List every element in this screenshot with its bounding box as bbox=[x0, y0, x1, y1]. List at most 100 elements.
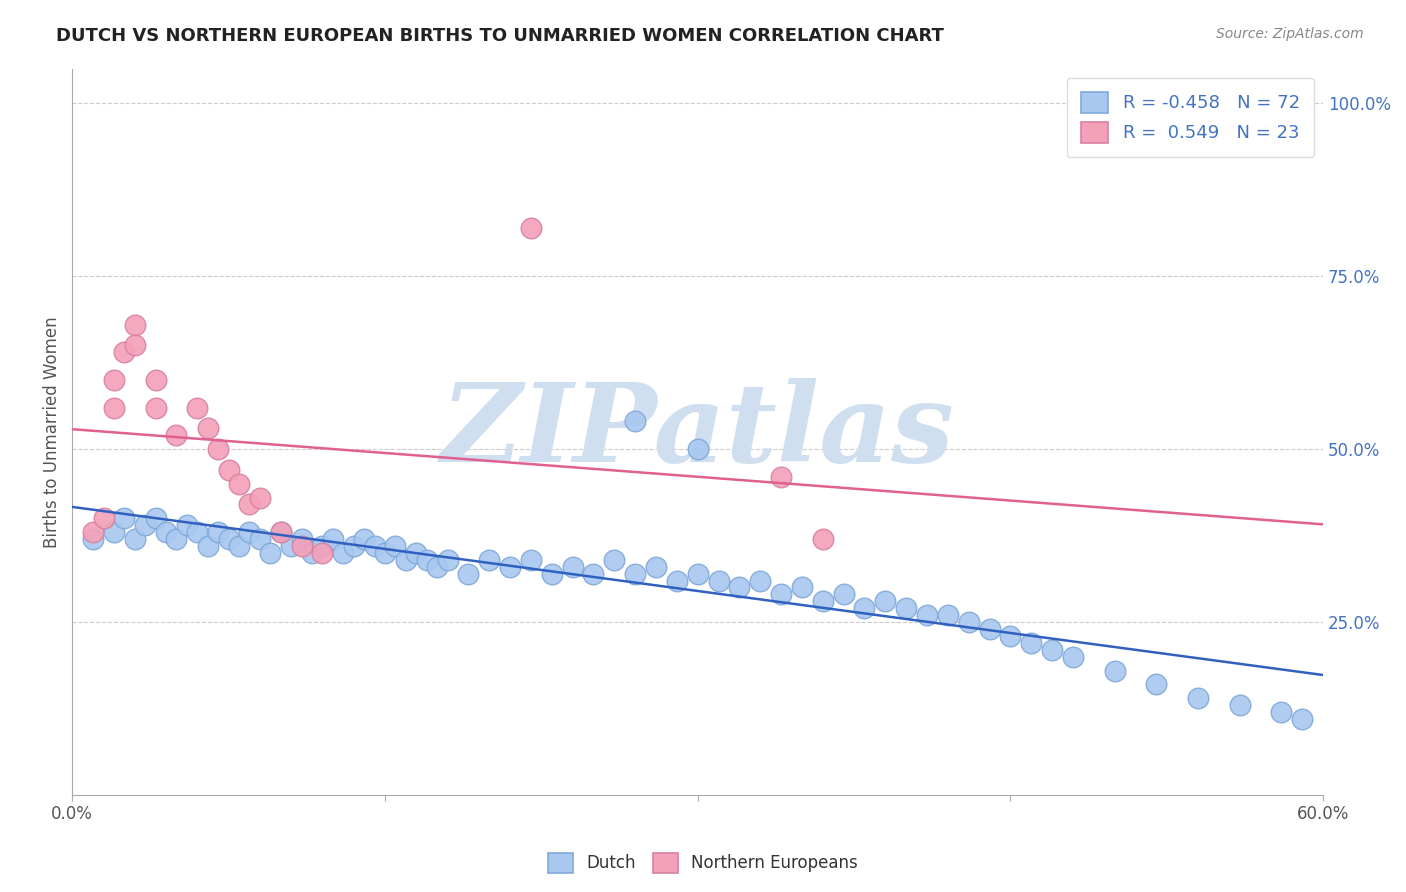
Point bbox=[145, 401, 167, 415]
Point bbox=[520, 553, 543, 567]
Point bbox=[1040, 642, 1063, 657]
Point bbox=[93, 511, 115, 525]
Point bbox=[228, 476, 250, 491]
Point bbox=[811, 532, 834, 546]
Point bbox=[218, 532, 240, 546]
Point bbox=[270, 525, 292, 540]
Point bbox=[457, 566, 479, 581]
Point bbox=[343, 539, 366, 553]
Point bbox=[749, 574, 772, 588]
Text: ZIPatlas: ZIPatlas bbox=[440, 378, 955, 485]
Point bbox=[811, 594, 834, 608]
Point bbox=[290, 539, 312, 553]
Point bbox=[770, 469, 793, 483]
Point bbox=[322, 532, 344, 546]
Point bbox=[259, 546, 281, 560]
Point bbox=[145, 373, 167, 387]
Point bbox=[332, 546, 354, 560]
Point bbox=[478, 553, 501, 567]
Point bbox=[686, 442, 709, 456]
Point bbox=[415, 553, 437, 567]
Point bbox=[124, 338, 146, 352]
Point bbox=[186, 525, 208, 540]
Point bbox=[853, 601, 876, 615]
Point bbox=[155, 525, 177, 540]
Point bbox=[728, 581, 751, 595]
Point bbox=[499, 559, 522, 574]
Point bbox=[436, 553, 458, 567]
Point bbox=[197, 539, 219, 553]
Point bbox=[103, 373, 125, 387]
Point bbox=[707, 574, 730, 588]
Point bbox=[979, 622, 1001, 636]
Point bbox=[103, 401, 125, 415]
Point bbox=[395, 553, 418, 567]
Point bbox=[875, 594, 897, 608]
Point bbox=[832, 587, 855, 601]
Point bbox=[280, 539, 302, 553]
Point bbox=[363, 539, 385, 553]
Point bbox=[311, 546, 333, 560]
Point bbox=[1291, 712, 1313, 726]
Point bbox=[686, 566, 709, 581]
Point bbox=[112, 345, 135, 359]
Point bbox=[228, 539, 250, 553]
Point bbox=[384, 539, 406, 553]
Point bbox=[936, 608, 959, 623]
Point bbox=[311, 539, 333, 553]
Point bbox=[790, 581, 813, 595]
Legend: Dutch, Northern Europeans: Dutch, Northern Europeans bbox=[541, 847, 865, 880]
Point bbox=[207, 525, 229, 540]
Point bbox=[603, 553, 626, 567]
Point bbox=[957, 615, 980, 629]
Point bbox=[290, 532, 312, 546]
Point bbox=[915, 608, 938, 623]
Point bbox=[124, 318, 146, 332]
Point bbox=[82, 532, 104, 546]
Point bbox=[624, 566, 647, 581]
Point bbox=[896, 601, 918, 615]
Point bbox=[561, 559, 583, 574]
Point bbox=[1019, 636, 1042, 650]
Point bbox=[301, 546, 323, 560]
Point bbox=[540, 566, 562, 581]
Point bbox=[238, 525, 260, 540]
Point bbox=[207, 442, 229, 456]
Text: Source: ZipAtlas.com: Source: ZipAtlas.com bbox=[1216, 27, 1364, 41]
Point bbox=[770, 587, 793, 601]
Point bbox=[218, 463, 240, 477]
Point bbox=[186, 401, 208, 415]
Point bbox=[1062, 649, 1084, 664]
Point bbox=[145, 511, 167, 525]
Point bbox=[112, 511, 135, 525]
Point bbox=[374, 546, 396, 560]
Point bbox=[166, 428, 188, 442]
Point bbox=[353, 532, 375, 546]
Point bbox=[124, 532, 146, 546]
Legend: R = -0.458   N = 72, R =  0.549   N = 23: R = -0.458 N = 72, R = 0.549 N = 23 bbox=[1067, 78, 1315, 157]
Point bbox=[645, 559, 668, 574]
Point bbox=[103, 525, 125, 540]
Point bbox=[1000, 629, 1022, 643]
Point bbox=[176, 518, 198, 533]
Point bbox=[1270, 705, 1292, 719]
Point bbox=[520, 220, 543, 235]
Point bbox=[624, 414, 647, 428]
Point bbox=[426, 559, 449, 574]
Point bbox=[582, 566, 605, 581]
Point bbox=[197, 421, 219, 435]
Point bbox=[238, 498, 260, 512]
Point bbox=[166, 532, 188, 546]
Point bbox=[249, 532, 271, 546]
Point bbox=[270, 525, 292, 540]
Point bbox=[82, 525, 104, 540]
Point bbox=[1187, 691, 1209, 706]
Point bbox=[405, 546, 427, 560]
Point bbox=[665, 574, 688, 588]
Y-axis label: Births to Unmarried Women: Births to Unmarried Women bbox=[44, 316, 60, 548]
Point bbox=[134, 518, 156, 533]
Point bbox=[249, 491, 271, 505]
Point bbox=[1229, 698, 1251, 712]
Point bbox=[1104, 664, 1126, 678]
Text: DUTCH VS NORTHERN EUROPEAN BIRTHS TO UNMARRIED WOMEN CORRELATION CHART: DUTCH VS NORTHERN EUROPEAN BIRTHS TO UNM… bbox=[56, 27, 943, 45]
